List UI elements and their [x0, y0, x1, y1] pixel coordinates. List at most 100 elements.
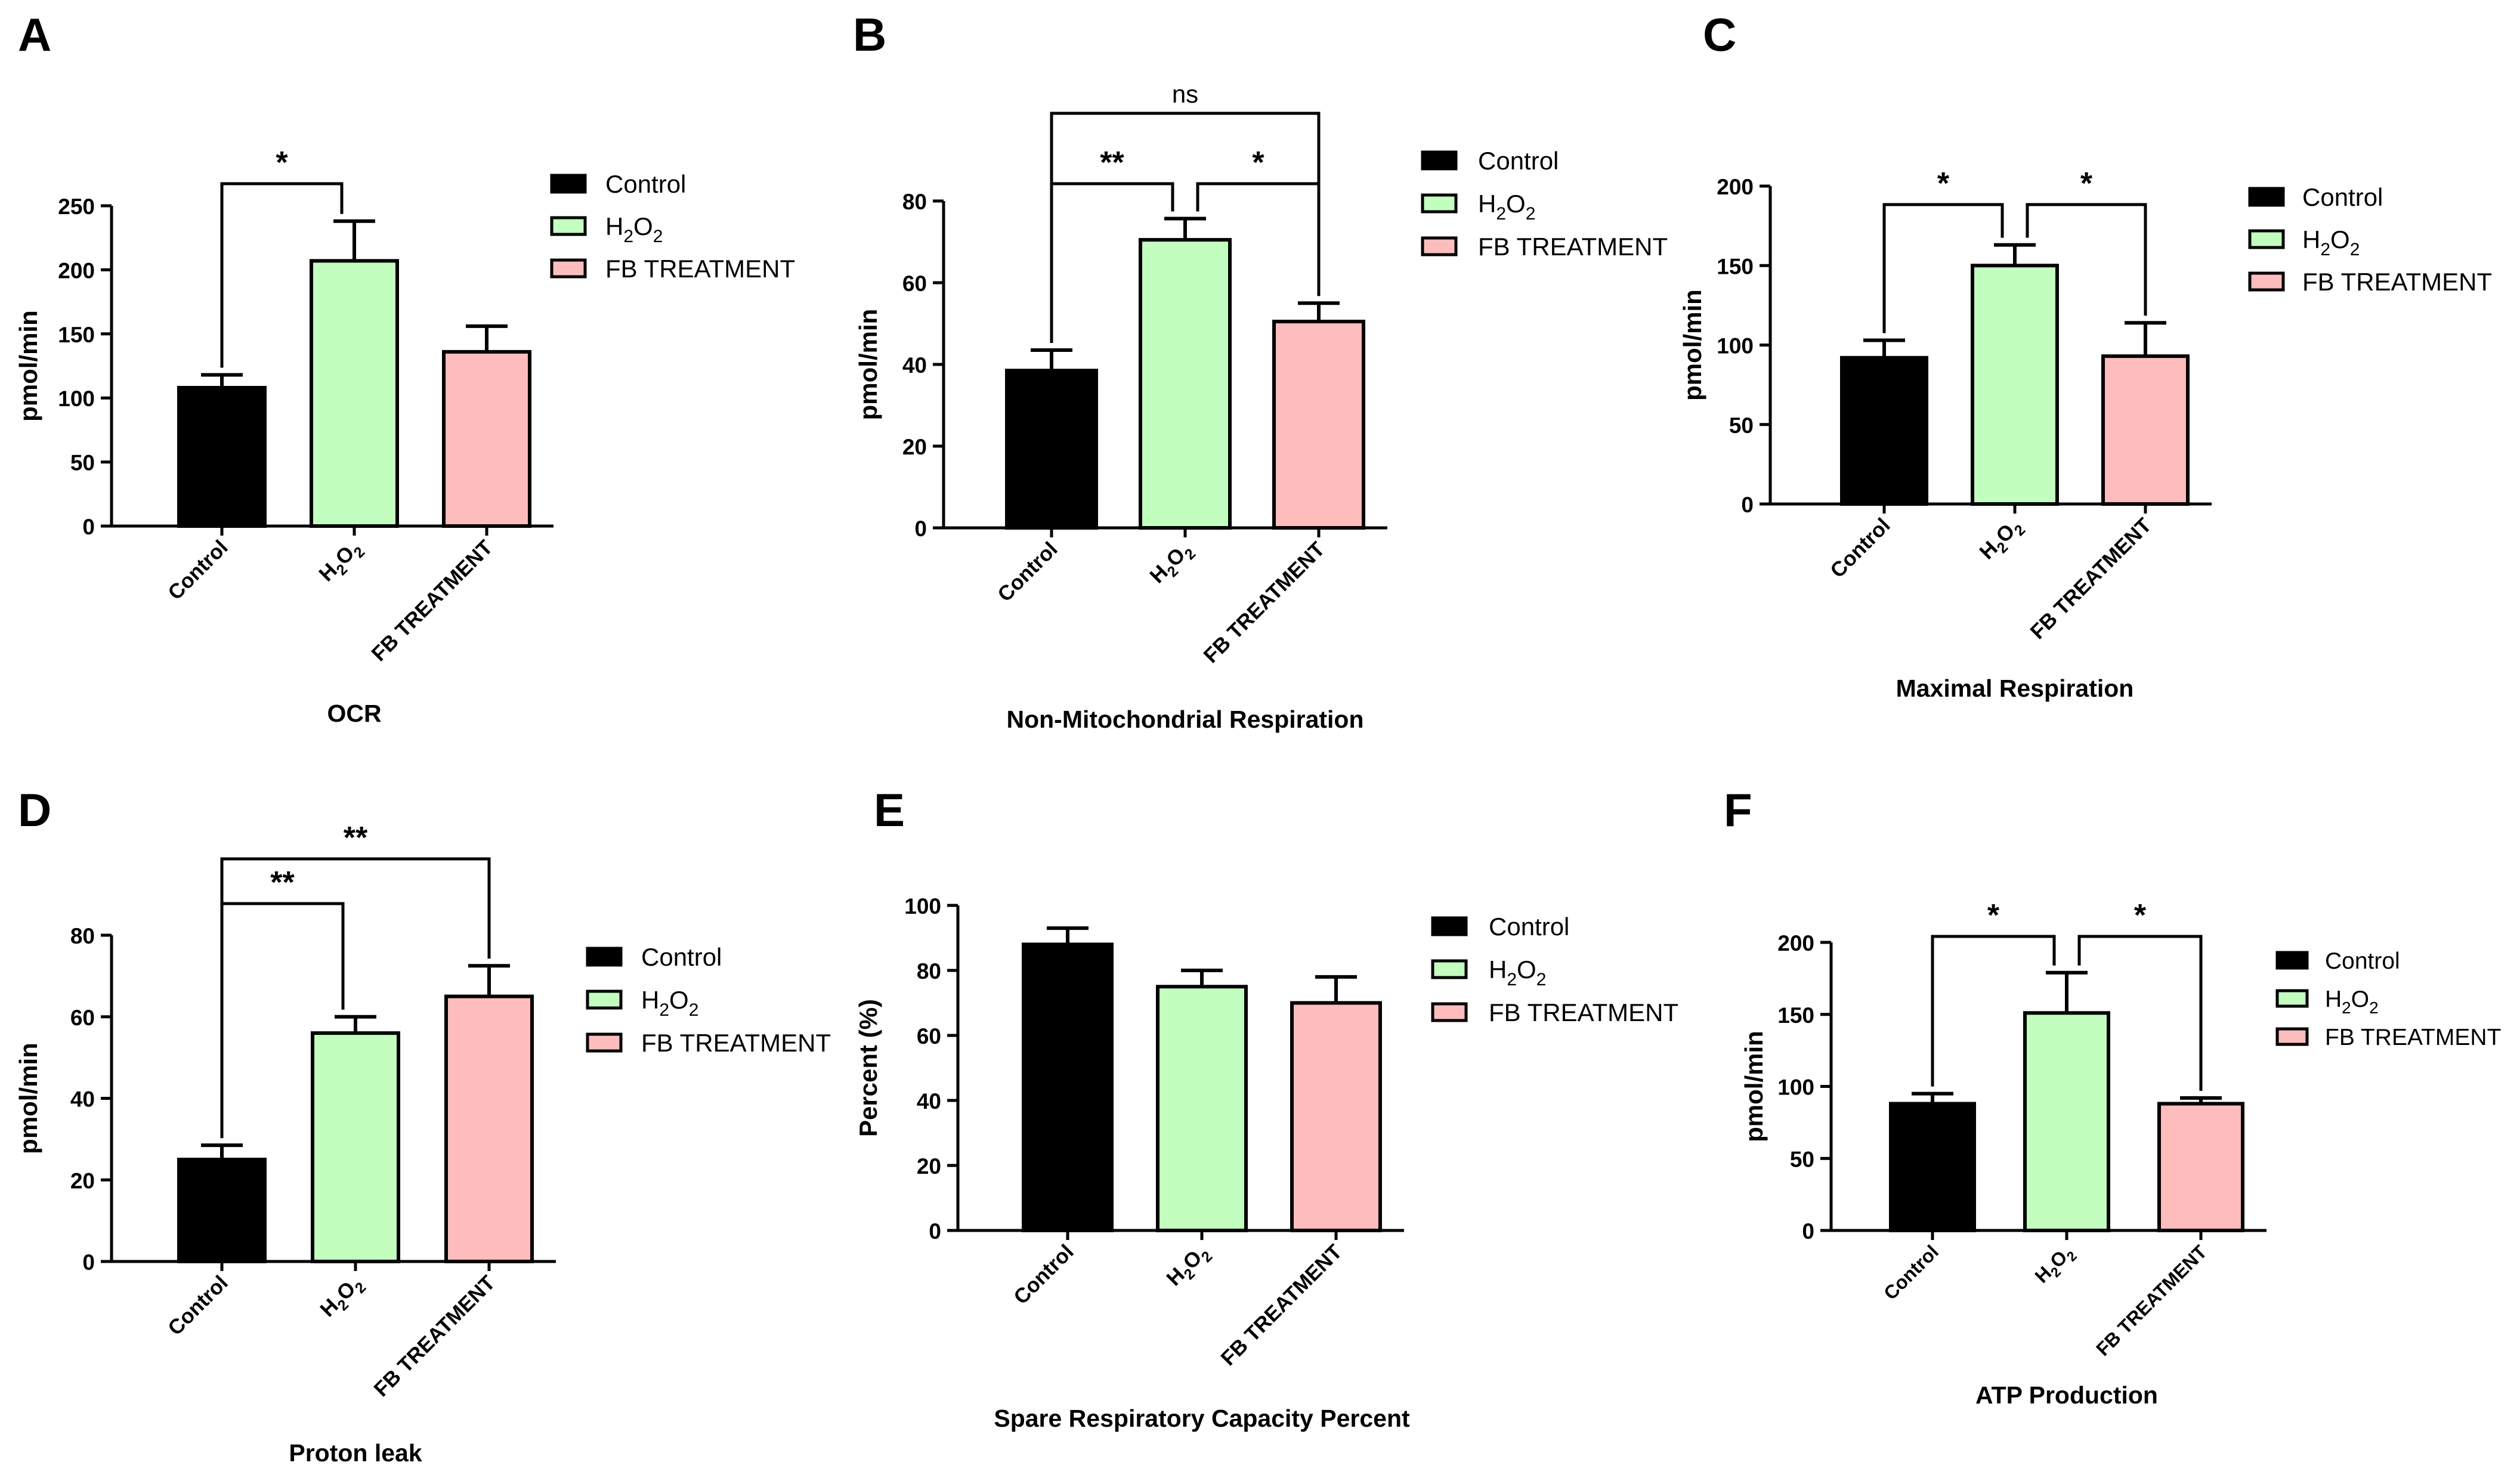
x-tick-label: H2O2: [316, 1271, 369, 1325]
legend-label: Control: [1489, 913, 1569, 941]
legend-label: Control: [1478, 147, 1559, 175]
y-axis-label: pmol/min: [14, 310, 42, 422]
y-tick-label: 60: [917, 1024, 941, 1049]
y-tick-label: 150: [1777, 1003, 1814, 1028]
legend-swatch-control: [2248, 187, 2285, 207]
significance-label: *: [1252, 146, 1264, 180]
y-tick-label: 50: [1790, 1147, 1814, 1171]
panel-label: D: [18, 784, 51, 836]
x-tick-label: FB TREATMENT: [369, 1271, 499, 1401]
y-tick-label: 100: [904, 894, 941, 919]
legend-swatch-fb-treatment: [550, 258, 587, 279]
bar-fb-treatment: [442, 350, 531, 528]
y-tick-label: 80: [70, 924, 95, 948]
x-tick-label: FB TREATMENT: [1216, 1240, 1346, 1370]
legend-label: H2O2: [605, 212, 663, 246]
significance-bracket: [1882, 203, 2004, 333]
x-tick-label: Control: [163, 536, 233, 605]
y-tick-label: 60: [70, 1006, 95, 1030]
significance-label: *: [2134, 898, 2147, 933]
significance-label: **: [270, 865, 295, 900]
legend-swatch-control: [2275, 951, 2309, 970]
legend-swatch-h2o2: [1431, 959, 1468, 979]
x-tick-label: Control: [1009, 1240, 1078, 1309]
y-tick-label: 250: [58, 194, 95, 219]
legend-label: FB TREATMENT: [2302, 268, 2492, 296]
x-tick-label: H2O2: [314, 536, 368, 589]
legend-label: FB TREATMENT: [2325, 1025, 2501, 1050]
chart-title: OCR: [327, 700, 381, 727]
panel-label: E: [874, 784, 905, 836]
y-tick-label: 80: [902, 190, 927, 214]
x-tick-label: FB TREATMENT: [1199, 537, 1329, 667]
legend-swatch-h2o2: [1421, 193, 1458, 214]
significance-bracket: [1050, 112, 1321, 344]
legend-swatch-fb-treatment: [2275, 1027, 2309, 1046]
legend-label: H2O2: [2325, 987, 2379, 1017]
significance-bracket: [2026, 203, 2147, 316]
bar-control: [1889, 1102, 1976, 1232]
legend-swatch-control: [586, 947, 623, 967]
bar-fb-treatment: [1272, 320, 1365, 530]
significance-label: *: [1987, 898, 2000, 933]
legend-label: FB TREATMENT: [641, 1029, 831, 1057]
legend-label: H2O2: [641, 986, 698, 1020]
y-tick-label: 40: [70, 1087, 95, 1112]
significance-bracket: [220, 182, 344, 368]
x-tick-label: FB TREATMENT: [2092, 1241, 2211, 1360]
chart-title: ATP Production: [1975, 1381, 2158, 1409]
bar-h2o2: [1971, 264, 2059, 506]
bar-control: [1005, 369, 1098, 530]
significance-label: ns: [1172, 80, 1198, 108]
significance-label: **: [1100, 146, 1124, 180]
y-tick-label: 40: [917, 1089, 941, 1114]
y-tick-label: 60: [902, 271, 927, 296]
y-tick-label: 150: [58, 323, 95, 347]
bar-h2o2: [1156, 985, 1248, 1232]
bar-h2o2: [1139, 238, 1232, 530]
y-tick-label: 0: [929, 1219, 941, 1244]
y-axis-label: pmol/min: [1678, 289, 1706, 401]
legend-label: Control: [605, 170, 686, 198]
y-tick-label: 200: [1717, 175, 1754, 199]
y-axis-label: pmol/min: [1740, 1031, 1768, 1142]
panel-label: A: [18, 8, 51, 61]
bar-fb-treatment: [444, 994, 534, 1263]
bar-fb-treatment: [1290, 1001, 1382, 1232]
y-tick-label: 40: [902, 353, 927, 378]
bar-fb-treatment: [2101, 354, 2190, 506]
panel-label: F: [1724, 784, 1752, 836]
y-tick-label: 100: [1777, 1075, 1814, 1100]
x-tick-label: FB TREATMENT: [2026, 514, 2156, 644]
y-tick-label: 100: [1717, 334, 1754, 358]
panel-label: B: [853, 8, 886, 61]
chart-title: Maximal Respiration: [1896, 675, 2134, 702]
significance-bracket: [2077, 935, 2203, 1091]
legend-label: H2O2: [1489, 955, 1546, 989]
panel-label: C: [1703, 8, 1736, 61]
x-tick-label: H2O2: [1145, 537, 1199, 591]
y-tick-label: 0: [82, 515, 95, 539]
legend-label: FB TREATMENT: [1478, 233, 1668, 261]
y-tick-label: 80: [917, 959, 941, 984]
bar-fb-treatment: [2157, 1102, 2244, 1232]
bar-control: [1840, 355, 1928, 506]
y-tick-label: 20: [902, 435, 927, 459]
x-tick-label: Control: [1879, 1241, 1943, 1304]
y-tick-label: 50: [1729, 413, 1754, 438]
x-tick-label: Control: [993, 537, 1062, 607]
bar-control: [177, 1158, 267, 1263]
y-tick-label: 150: [1717, 254, 1754, 279]
x-tick-label: Control: [1826, 514, 1895, 583]
y-tick-label: 0: [1802, 1219, 1814, 1244]
y-tick-label: 100: [58, 386, 95, 411]
y-axis-label: pmol/min: [14, 1043, 42, 1154]
legend-label: Control: [2302, 183, 2383, 211]
legend-swatch-control: [550, 174, 587, 194]
legend-swatch-h2o2: [2275, 989, 2309, 1008]
y-tick-label: 0: [914, 517, 927, 541]
